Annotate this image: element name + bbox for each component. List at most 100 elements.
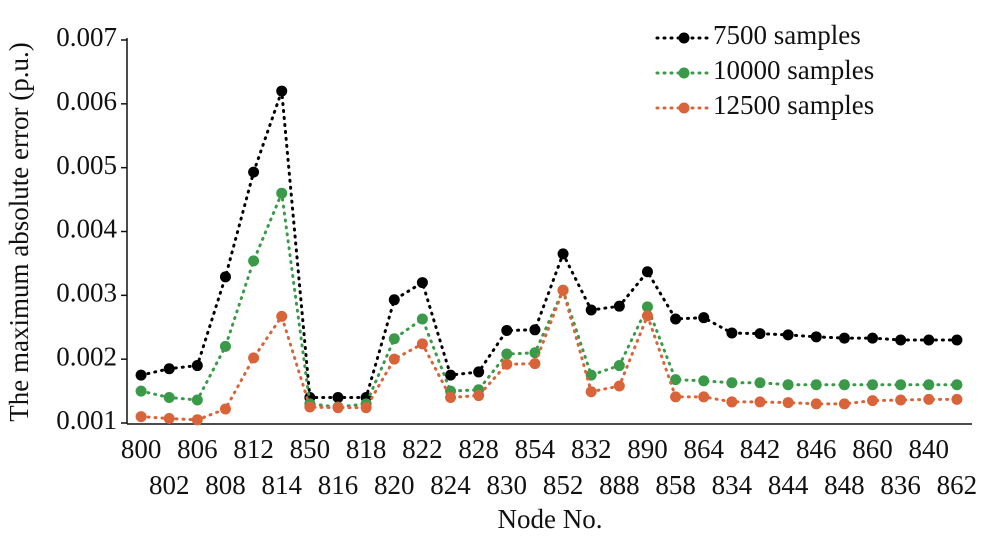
data-point (585, 304, 597, 316)
data-point (445, 391, 457, 403)
data-point (360, 402, 372, 414)
data-point (388, 333, 400, 345)
data-point (867, 379, 879, 391)
data-point (219, 340, 231, 352)
data-point (754, 396, 766, 408)
data-point (951, 379, 963, 391)
data-point (810, 398, 822, 410)
data-point (332, 391, 344, 403)
series-line (139, 187, 959, 409)
data-point (557, 284, 569, 296)
y-tick-label: 0.002 (56, 341, 117, 371)
data-point (838, 379, 850, 391)
x-tick-label: 846 (796, 434, 837, 464)
data-point (501, 324, 513, 336)
x-tick-label: 860 (852, 434, 893, 464)
data-point (501, 358, 513, 370)
data-point (276, 310, 288, 322)
data-point (810, 379, 822, 391)
data-point (726, 327, 738, 339)
y-tick-label: 0.005 (56, 150, 117, 180)
x-tick-label: 818 (346, 434, 387, 464)
data-point (895, 379, 907, 391)
data-point (163, 363, 175, 375)
data-point (585, 386, 597, 398)
x-tick-label: 816 (318, 470, 359, 500)
data-point (838, 332, 850, 344)
data-point (445, 369, 457, 381)
x-tick-label: 852 (543, 470, 584, 500)
data-point (698, 312, 710, 324)
data-point (135, 369, 147, 381)
x-tick-label: 834 (712, 470, 753, 500)
data-point (529, 358, 541, 370)
data-point (867, 332, 879, 344)
x-tick-label: 842 (740, 434, 781, 464)
data-point (641, 266, 653, 278)
x-tick-label: 802 (149, 470, 190, 500)
x-tick-label: 800 (121, 434, 162, 464)
x-tick-label: 812 (233, 434, 274, 464)
data-point (501, 348, 513, 360)
x-tick-label: 814 (261, 470, 302, 500)
data-point (782, 379, 794, 391)
data-point (416, 338, 428, 350)
data-point (388, 294, 400, 306)
data-point (248, 166, 260, 178)
x-tick-label: 844 (768, 470, 809, 500)
x-tick-label: 888 (599, 470, 640, 500)
data-point (895, 394, 907, 406)
data-point (951, 334, 963, 346)
data-point (304, 401, 316, 413)
series-line (139, 285, 959, 422)
legend-label: 10000 samples (713, 55, 874, 85)
data-point (726, 377, 738, 389)
data-point (810, 331, 822, 343)
data-point (726, 396, 738, 408)
data-point (191, 360, 203, 372)
data-point (163, 391, 175, 403)
data-point (782, 397, 794, 409)
data-point (416, 313, 428, 325)
y-tick-label: 0.001 (56, 405, 117, 435)
data-point (135, 385, 147, 397)
legend-label: 12500 samples (713, 90, 874, 120)
x-tick-label: 862 (937, 470, 978, 500)
data-point (191, 394, 203, 406)
legend-label: 7500 samples (713, 20, 861, 50)
data-point (698, 375, 710, 387)
data-point (867, 395, 879, 407)
series-line (139, 90, 959, 399)
legend-marker (678, 102, 690, 114)
legend-marker (678, 67, 690, 79)
x-tick-label: 864 (683, 434, 724, 464)
x-tick-label: 832 (571, 434, 612, 464)
data-point (782, 329, 794, 341)
data-point (754, 328, 766, 340)
data-point (388, 353, 400, 365)
data-point (529, 324, 541, 336)
data-point (135, 411, 147, 423)
data-point (838, 398, 850, 410)
x-tick-label: 848 (824, 470, 865, 500)
legend-marker (678, 32, 690, 44)
x-tick-label: 854 (515, 434, 556, 464)
data-point (219, 403, 231, 415)
x-axis-label: Node No. (498, 504, 603, 534)
x-tick-label: 822 (402, 434, 443, 464)
data-point (923, 393, 935, 405)
x-tick-label: 828 (458, 434, 499, 464)
x-tick-label: 840 (909, 434, 950, 464)
data-point (754, 377, 766, 389)
data-point (219, 271, 231, 283)
x-tick-label: 824 (430, 470, 471, 500)
data-point (670, 313, 682, 325)
data-point (641, 301, 653, 313)
data-point (332, 402, 344, 414)
x-tick-label: 830 (487, 470, 528, 500)
y-tick-label: 0.007 (56, 22, 117, 52)
data-point (557, 248, 569, 260)
data-point (416, 277, 428, 289)
data-point (473, 366, 485, 378)
